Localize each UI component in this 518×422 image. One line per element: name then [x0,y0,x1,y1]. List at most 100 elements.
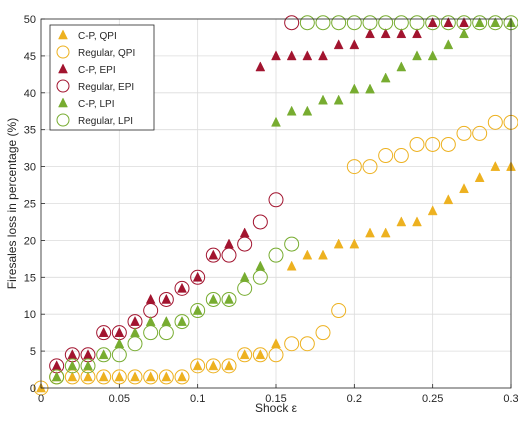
data-point-regular-qpi [252,347,268,363]
data-point-c-p-qpi [224,360,234,371]
data-point-regular-epi [252,214,268,230]
data-point-c-p-epi [98,327,109,337]
x-axis-label: Shock ε [255,401,298,415]
data-point-regular-lpi [268,247,284,263]
data-point-c-p-qpi [443,194,454,205]
legend-marker-regular-lpi [56,113,70,127]
data-point-c-p-qpi [67,371,78,382]
legend-label-c-p-qpi: C-P, QPI [78,31,117,42]
data-point-c-p-lpi [459,28,469,39]
data-point-c-p-lpi [427,50,438,61]
data-point-regular-lpi [158,325,174,341]
data-point-c-p-qpi [130,371,140,382]
data-point-c-p-epi [114,327,125,337]
data-point-regular-qpi [174,369,190,385]
data-point-regular-lpi [49,369,65,385]
data-point-c-p-epi [271,50,281,61]
data-point-regular-lpi [64,358,80,374]
data-point-c-p-qpi [177,371,187,382]
data-point-regular-qpi [456,125,472,141]
legend-label-c-p-epi: C-P, EPI [78,65,116,76]
data-point-regular-qpi [268,347,284,363]
data-point-regular-qpi [346,159,362,175]
data-point-c-p-lpi [412,50,422,61]
data-point-c-p-qpi [98,371,109,382]
data-point-regular-qpi [331,303,347,319]
data-point-regular-qpi [440,136,456,152]
y-tick-label: 10 [24,309,36,321]
data-point-c-p-epi [318,50,328,61]
data-point-regular-lpi [190,303,206,319]
data-point-c-p-qpi [192,360,203,371]
y-tick-label: 30 [24,162,36,174]
data-point-c-p-lpi [67,360,78,371]
data-point-regular-qpi [425,136,441,152]
data-point-c-p-lpi [271,116,281,127]
data-point-c-p-lpi [98,349,109,360]
y-tick-label: 15 [24,272,36,284]
data-point-regular-epi [268,192,284,208]
legend-label-regular-lpi: Regular, LPI [78,116,133,127]
data-point-regular-epi [174,280,190,296]
data-point-regular-lpi [111,347,127,363]
y-tick-label: 35 [24,125,36,137]
data-point-regular-qpi [315,325,331,341]
data-point-regular-lpi [331,15,347,31]
data-point-c-p-lpi [349,83,360,94]
legend-marker-regular-epi [56,79,70,93]
y-axis-label: Firesales loss in percentage (%) [5,118,19,289]
data-point-c-p-qpi [255,349,266,360]
data-point-c-p-epi [380,28,391,39]
legend-label-regular-epi: Regular, EPI [78,82,134,93]
data-point-c-p-lpi [474,17,485,27]
data-point-regular-lpi [472,15,488,31]
data-point-regular-lpi [393,15,409,31]
series-c-p-epi [51,17,469,371]
data-point-regular-lpi [237,280,253,296]
data-point-regular-qpi [472,125,488,141]
data-point-regular-lpi [456,15,472,31]
x-tick-label: 0.05 [109,393,130,405]
data-point-regular-epi [237,236,253,252]
data-point-regular-lpi [221,291,237,307]
legend-marker-c-p-qpi [58,29,68,40]
data-point-regular-lpi [96,347,112,363]
data-point-c-p-epi [365,28,375,39]
series-c-p-lpi [51,17,516,382]
data-point-regular-lpi [440,15,456,31]
data-point-regular-lpi [299,15,315,31]
data-point-c-p-qpi [208,360,219,371]
data-point-c-p-lpi [51,371,62,382]
data-point-c-p-lpi [286,105,297,116]
data-point-regular-lpi [487,15,503,31]
data-point-c-p-qpi [365,227,375,238]
y-tick-label: 40 [24,88,36,100]
data-point-regular-qpi [362,159,378,175]
data-point-c-p-qpi [412,216,422,227]
data-point-regular-qpi [284,336,300,352]
data-point-regular-qpi [111,369,127,385]
x-tick-label: 0 [38,393,44,405]
y-tick-label: 20 [24,235,36,247]
data-point-regular-lpi [80,358,96,374]
data-point-regular-epi [205,247,221,263]
y-tick-label: 0 [30,383,36,395]
data-point-regular-lpi [362,15,378,31]
data-point-regular-lpi [409,15,425,31]
data-point-c-p-lpi [396,61,407,72]
data-point-c-p-epi [302,50,313,61]
data-point-regular-lpi [284,236,300,252]
data-point-c-p-qpi [490,160,501,171]
data-point-regular-qpi [190,358,206,374]
data-point-c-p-epi [208,249,219,260]
legend-marker-c-p-epi [58,63,68,74]
data-point-regular-qpi [409,136,425,152]
data-point-c-p-qpi [349,238,360,249]
legend-marker-c-p-lpi [58,97,68,108]
data-point-regular-epi [221,247,237,263]
data-point-c-p-qpi [459,183,469,194]
data-point-regular-lpi [205,291,221,307]
data-point-c-p-epi [459,17,469,27]
legend-label-c-p-lpi: C-P, LPI [78,99,115,110]
legend-box [49,24,155,131]
